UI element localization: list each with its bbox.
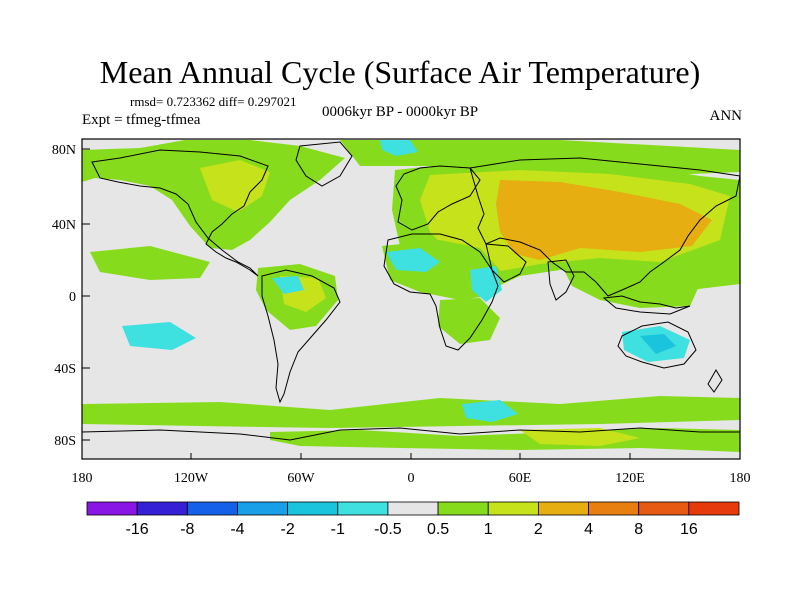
colorbar-swatch [287,501,339,516]
patch-south-pacific [90,246,210,280]
lon-axis [81,453,741,459]
rmsd-diff-stats: rmsd= 0.723362 diff= 0.297021 [130,94,297,109]
lat-tick-40s: 40S [54,362,76,377]
lat-tick-40n: 40N [52,218,76,233]
map-area [82,139,740,459]
colorbar-label: 2 [534,521,543,538]
lon-tick-180e: 180 [730,471,751,486]
colorbar-swatch [337,501,389,516]
colorbar-swatch [136,501,188,516]
map-title: Mean Annual Cycle (Surface Air Temperatu… [99,54,701,90]
lon-tick-120w: 120W [174,471,209,486]
lon-tick-60w: 60W [287,471,315,486]
lat-tick-80s: 80S [54,434,76,449]
colorbar-swatch [387,501,439,516]
colorbar-labels: -16 -8 -4 -2 -1 -0.5 0.5 1 2 4 8 16 [126,521,698,538]
colorbar-swatch [186,501,238,516]
lon-tick-180w: 180 [72,471,93,486]
coast-north-america [91,149,269,277]
patch-cool-sahara [386,248,440,272]
season-label: ANN [709,108,743,124]
coast-south-america [261,269,341,404]
colorbar-label: 8 [634,521,643,538]
patch-central-asia-large [496,180,712,260]
period-label: 0006kyr BP - 0000kyr BP [322,104,479,120]
coast-indonesia [602,295,691,315]
lon-tick-0: 0 [408,471,415,486]
lon-tick-60e: 60E [509,471,532,486]
colorbar-label: -1 [331,521,345,538]
coast-arabia [485,243,527,283]
patch-cool-greenland [380,140,418,156]
patch-antarctica-mid [520,428,640,446]
coast-india [547,259,575,301]
colorbar-label: -8 [180,521,194,538]
colorbar-swatch [437,501,489,516]
colorbar [86,501,740,516]
patch-india-se-asia [560,260,700,308]
colorbar-swatch [86,501,138,516]
colorbar-swatch [537,501,589,516]
colorbar-label: 4 [584,521,593,538]
coast-asia [469,157,740,297]
colorbar-swatch [487,501,539,516]
patch-cool-southern-ocean [462,400,518,422]
colorbar-swatch [237,501,289,516]
experiment-label: Expt = tfmeg-tfmea [82,112,201,128]
colorbar-label: 1 [484,521,493,538]
colorbar-label: -2 [280,521,294,538]
patch-south-africa [438,298,500,344]
colorbar-label: -4 [230,521,244,538]
anomaly-patches [82,140,740,452]
patch-southern-ocean [82,396,740,428]
coast-antarctica [82,427,740,441]
lat-tick-0: 0 [69,290,76,305]
patch-cool-south-pacific [122,322,196,350]
patch-cool-australia-core [640,334,676,354]
colorbar-label: 0.5 [427,521,449,538]
colorbar-swatch [588,501,640,516]
colorbar-swatch [688,501,740,516]
coast-europe [395,165,481,231]
lon-tick-120e: 120E [615,471,645,486]
lat-axis [82,148,90,441]
colorbar-swatch [638,501,690,516]
coastlines [82,141,740,441]
colorbar-label: 16 [680,521,698,538]
coast-new-zealand [707,369,723,393]
coast-australia [617,321,697,369]
coast-africa [383,233,499,351]
patch-canada-mid [200,160,270,212]
colorbar-label: -16 [126,521,149,538]
colorbar-label: -0.5 [374,521,402,538]
coast-greenland [295,141,353,187]
lat-tick-80n: 80N [52,143,76,158]
patch-cool-caribbean [272,276,304,294]
